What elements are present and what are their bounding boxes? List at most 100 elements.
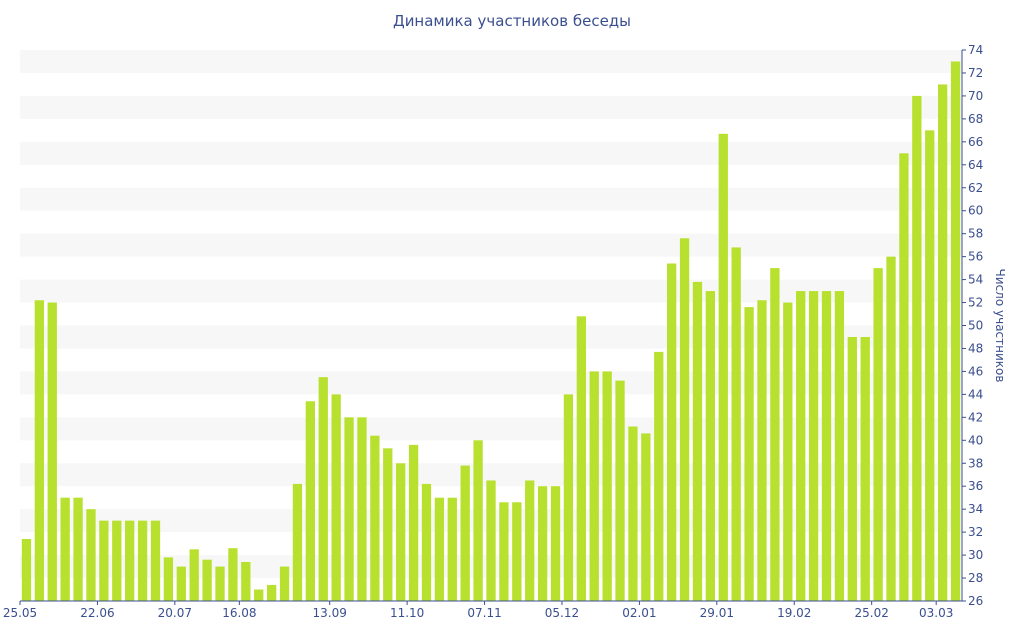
bar[interactable] [692, 281, 703, 601]
bar[interactable] [563, 394, 574, 601]
y-tick-label: 34 [968, 502, 983, 516]
bar[interactable] [783, 302, 793, 601]
bar[interactable] [86, 509, 96, 601]
bar[interactable] [615, 380, 625, 601]
bar[interactable] [125, 520, 135, 601]
bar[interactable] [744, 307, 754, 601]
x-tick-label: 05.12 [545, 606, 579, 620]
bar[interactable] [679, 238, 690, 601]
x-tick-label: 11.10 [390, 606, 424, 620]
chart-title: Динамика участников беседы [392, 12, 632, 30]
grid-band [20, 50, 962, 73]
bar[interactable] [279, 566, 290, 601]
bar[interactable] [305, 401, 315, 601]
y-tick-label: 56 [968, 250, 983, 264]
bar[interactable] [460, 465, 470, 601]
bar[interactable] [241, 561, 251, 601]
bar[interactable] [254, 589, 264, 601]
x-tick-label: 02.01 [622, 606, 656, 620]
bar[interactable] [512, 502, 522, 601]
bar[interactable] [434, 497, 445, 601]
bar[interactable] [137, 520, 148, 601]
bar[interactable] [641, 433, 651, 601]
y-tick-label: 42 [968, 410, 983, 424]
y-tick-label: 28 [968, 571, 983, 585]
bar[interactable] [370, 435, 380, 601]
bar[interactable] [318, 377, 328, 601]
y-tick-label: 30 [968, 548, 983, 562]
bar[interactable] [731, 247, 741, 602]
bar[interactable] [486, 480, 496, 601]
y-tick-label: 44 [968, 387, 983, 401]
bar[interactable] [525, 480, 535, 601]
bar[interactable] [60, 497, 70, 601]
bar[interactable] [266, 584, 277, 601]
bar[interactable] [189, 549, 199, 601]
y-axis: 26 28 30 32 34 36 38 40 42 44 46 48 50 52 54 56 58 60 62 64… [961, 43, 983, 608]
bar[interactable] [550, 486, 561, 601]
bar[interactable] [292, 483, 303, 601]
bar[interactable] [821, 291, 832, 601]
bar[interactable] [602, 371, 612, 601]
x-tick-label: 20.07 [158, 606, 192, 620]
bar[interactable] [886, 256, 896, 601]
bar[interactable] [705, 291, 716, 601]
grid-band [20, 279, 962, 303]
bar[interactable] [718, 133, 728, 601]
bar[interactable] [873, 268, 883, 601]
bar[interactable] [99, 520, 109, 601]
bar[interactable] [808, 291, 819, 601]
bar[interactable] [860, 336, 870, 601]
bar[interactable] [112, 520, 122, 601]
y-tick-label: 74 [968, 43, 983, 57]
bar[interactable] [408, 444, 419, 601]
bar[interactable] [447, 497, 457, 601]
x-tick-label: 16.08 [222, 606, 256, 620]
bar[interactable] [150, 520, 161, 601]
bar[interactable] [473, 440, 483, 601]
bar[interactable] [796, 291, 806, 601]
bar[interactable] [912, 95, 922, 602]
bar[interactable] [499, 502, 509, 601]
bar[interactable] [215, 566, 225, 601]
bar[interactable] [654, 351, 664, 601]
bar[interactable] [537, 486, 548, 601]
bar[interactable] [899, 153, 909, 601]
y-tick-label: 64 [968, 158, 983, 172]
y-tick-label: 68 [968, 112, 983, 126]
y-tick-label: 48 [968, 341, 983, 355]
bar[interactable] [396, 463, 406, 601]
y-tick-label: 72 [968, 66, 983, 80]
bar[interactable] [770, 268, 780, 601]
y-tick-label: 38 [968, 456, 983, 470]
bar[interactable] [834, 291, 845, 601]
bar[interactable] [344, 417, 354, 601]
bar[interactable] [357, 417, 367, 601]
bar[interactable] [34, 300, 45, 601]
bar[interactable] [228, 548, 238, 601]
bar[interactable] [937, 84, 948, 601]
bar[interactable] [331, 394, 341, 601]
bar[interactable] [383, 448, 393, 601]
y-tick-label: 26 [968, 594, 983, 608]
bar[interactable] [628, 426, 638, 601]
bar[interactable] [21, 539, 32, 601]
bar[interactable] [47, 302, 57, 601]
bar[interactable] [202, 559, 212, 601]
bar[interactable] [421, 483, 432, 601]
bar[interactable] [176, 566, 186, 601]
y-tick-label: 54 [968, 273, 983, 287]
bar[interactable] [576, 316, 586, 601]
bar[interactable] [925, 130, 935, 601]
y-tick-label: 58 [968, 227, 983, 241]
grid-band [20, 325, 962, 349]
bar[interactable] [163, 557, 174, 601]
bar[interactable] [73, 497, 83, 601]
bar[interactable] [847, 336, 857, 601]
bar[interactable] [667, 263, 677, 601]
y-tick-label: 46 [968, 364, 983, 378]
bar[interactable] [589, 371, 599, 601]
bar[interactable] [757, 300, 767, 601]
bar[interactable] [950, 61, 961, 601]
